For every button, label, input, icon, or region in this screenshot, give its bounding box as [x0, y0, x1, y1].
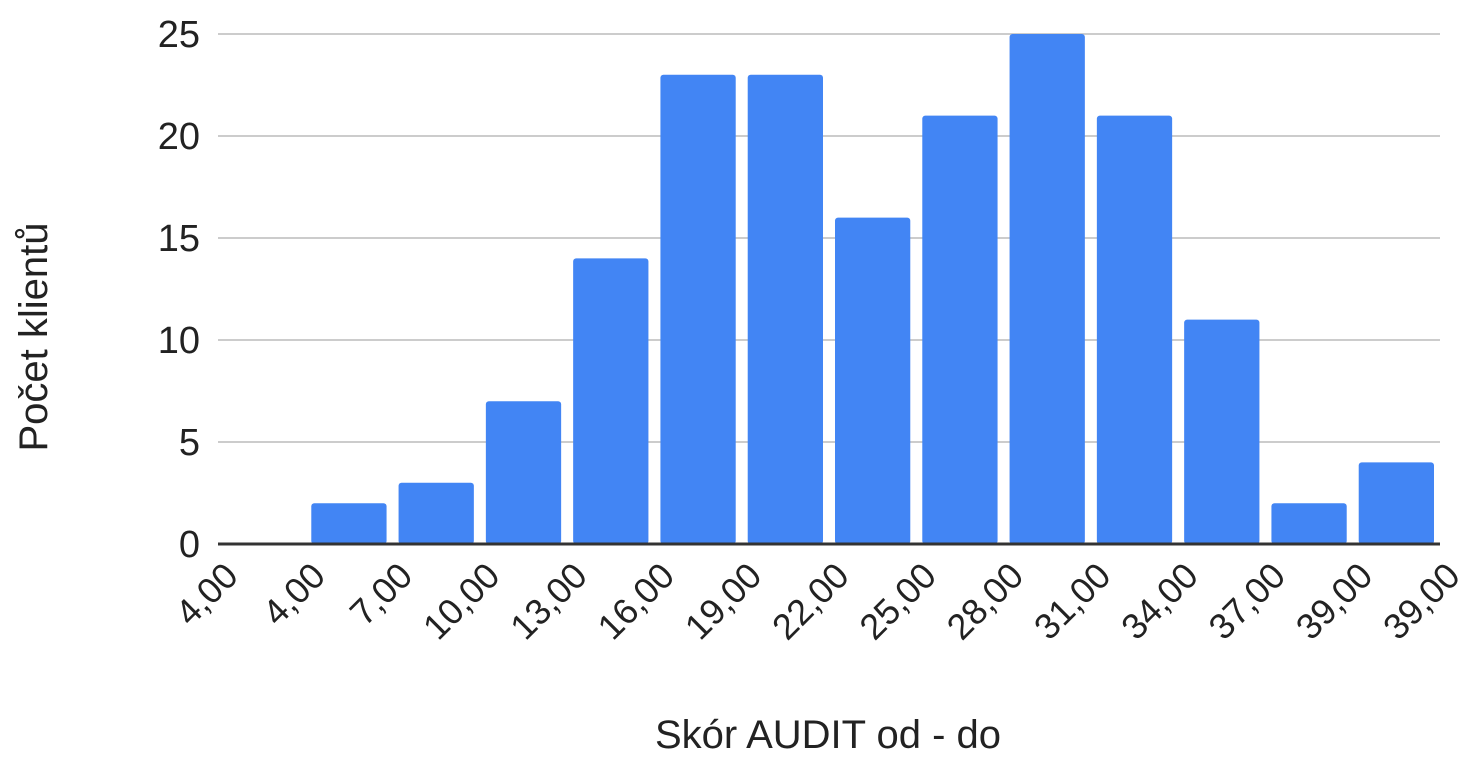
- bar: [573, 258, 649, 544]
- y-tick-label: 20: [158, 116, 200, 158]
- bar: [311, 503, 387, 544]
- bar: [1271, 503, 1347, 544]
- y-tick-label: 0: [179, 524, 200, 566]
- x-tick-label: 31,00: [1026, 555, 1119, 648]
- bar: [1009, 34, 1085, 544]
- y-axis-ticks: 0 5 10 15 20 25: [158, 14, 200, 566]
- bar: [485, 401, 562, 544]
- x-tick-label: 19,00: [677, 555, 770, 648]
- x-tick-label: 39,00: [1288, 555, 1381, 648]
- y-tick-label: 15: [158, 218, 200, 260]
- y-axis-title: Počet klientů: [12, 222, 56, 451]
- x-tick-label: 4,00: [254, 555, 333, 634]
- x-tick-label: 25,00: [851, 555, 944, 648]
- x-tick-label: 39,00: [1375, 555, 1463, 648]
- bar: [398, 482, 474, 544]
- x-axis-ticks: 4,00 4,00 7,0010,0013,0016,0019,0022,0025,…: [167, 555, 1463, 648]
- y-tick-label: 5: [179, 422, 200, 464]
- bar: [660, 74, 736, 545]
- y-tick-label: 10: [158, 320, 200, 362]
- x-tick-label: 7,00: [342, 555, 421, 634]
- x-tick-label: 10,00: [415, 555, 508, 648]
- bar: [922, 115, 998, 544]
- x-tick-label: 22,00: [764, 555, 857, 648]
- x-axis-title: Skór AUDIT od - do: [655, 713, 1001, 757]
- y-tick-label: 25: [158, 14, 200, 56]
- bar: [1184, 319, 1260, 544]
- x-tick-label: 37,00: [1200, 555, 1293, 648]
- x-tick-label: 13,00: [502, 555, 595, 648]
- x-tick-label: 28,00: [939, 555, 1032, 648]
- bar: [1096, 115, 1173, 544]
- bar: [1358, 462, 1434, 544]
- x-tick-label: 16,00: [589, 555, 682, 648]
- bars: [311, 34, 1434, 545]
- x-tick-label: 34,00: [1113, 555, 1206, 648]
- bar: [747, 74, 823, 545]
- bar: [835, 217, 911, 544]
- x-tick-label: 4,00: [167, 555, 246, 634]
